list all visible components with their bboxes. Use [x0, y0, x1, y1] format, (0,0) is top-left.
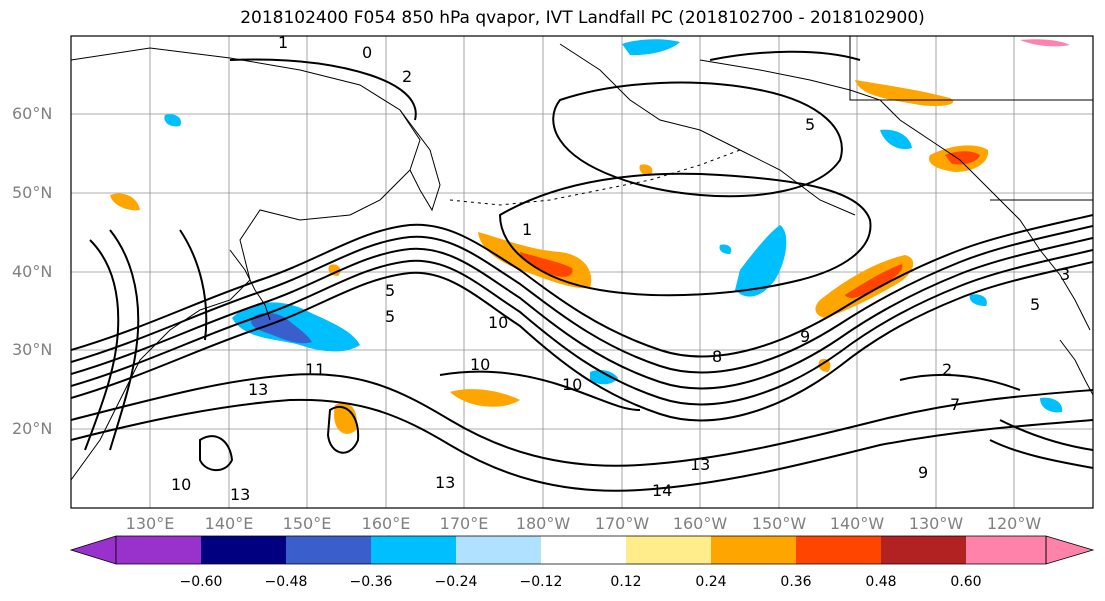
shade-negative-subtrop	[590, 370, 618, 385]
contour-label: 10	[171, 475, 191, 494]
shade-positive-subtrop-a	[450, 389, 520, 407]
shade-negative-se2	[969, 294, 987, 306]
contour-label: 13	[248, 380, 268, 399]
colorbar-bin	[626, 536, 711, 564]
lon-label: 170°E	[439, 514, 489, 533]
coast-japan	[229, 249, 271, 321]
qvapor-shading	[110, 39, 1070, 434]
shade-negative-se	[1040, 397, 1063, 413]
shade-negative-gulf	[735, 225, 787, 297]
colorbar-bin	[286, 536, 371, 564]
colorbar-tick-label: 0.36	[780, 574, 812, 590]
contour-label: 5	[385, 307, 395, 326]
colorbar-bin	[116, 536, 201, 564]
colorbar-tick-label: −0.36	[349, 574, 393, 590]
coast-kamchatka	[399, 109, 441, 212]
shade-negative-small2	[719, 244, 732, 254]
contour-label: 10	[562, 375, 582, 394]
lat-label: 30°N	[12, 340, 53, 359]
colorbar-tick-label: −0.60	[179, 574, 223, 590]
contour-label: 13	[690, 455, 710, 474]
coast-bering	[559, 43, 856, 216]
contour-label: 2	[402, 67, 412, 86]
lat-label: 50°N	[12, 183, 53, 202]
colorbar-tick-label: −0.12	[519, 574, 563, 590]
shade-positive-small3	[818, 358, 831, 372]
contour-label: 0	[362, 43, 372, 62]
colorbar-bin	[201, 536, 286, 564]
contour-label: 13	[230, 485, 250, 504]
shade-positive-small1	[639, 164, 653, 176]
shade-negative-small1	[164, 114, 181, 127]
colorbar-bin	[541, 536, 626, 564]
contour-label: 3	[1060, 265, 1070, 284]
shade-positive-alaska-core	[945, 151, 980, 165]
lon-label: 130°W	[908, 514, 964, 533]
lon-label: 170°W	[594, 514, 650, 533]
colorbar-tick-label: 0.24	[695, 574, 727, 590]
contour-label: 1	[522, 220, 532, 239]
shade-negative-bering	[622, 39, 680, 56]
colorbar	[69, 535, 1095, 565]
coast-asia	[71, 47, 421, 481]
lon-label: 160°W	[672, 514, 728, 533]
graticule	[71, 36, 1093, 508]
contour-label: 10	[470, 355, 490, 374]
lon-label: 140°E	[204, 514, 254, 533]
contour-label: 13	[435, 473, 455, 492]
map-border	[70, 35, 1094, 509]
contour-label: 8	[712, 347, 722, 366]
lat-label: 40°N	[12, 262, 53, 281]
contour-label: 7	[950, 395, 960, 414]
lat-label: 20°N	[12, 419, 53, 438]
contour-label: 1	[278, 33, 288, 52]
contour-label: 11	[305, 360, 325, 379]
lon-label: 140°W	[829, 514, 885, 533]
coast-mexico	[1059, 339, 1093, 396]
shade-negative-japan-core	[251, 312, 312, 344]
lon-label: 150°W	[751, 514, 807, 533]
coast-aleutians	[449, 149, 741, 206]
shade-negative-gulf-small	[880, 129, 912, 150]
colorbar-bin	[796, 536, 881, 564]
shade-positive-midpac-core	[520, 252, 573, 277]
shade-positive-small2	[328, 264, 341, 276]
lon-label: 160°E	[361, 514, 411, 533]
lon-label: 120°W	[986, 514, 1042, 533]
contour-label: 9	[800, 327, 810, 346]
colorbar-tick-label: 0.48	[865, 574, 897, 590]
contour-label: 2	[942, 360, 952, 379]
shade-positive-subtrop-c	[334, 402, 357, 434]
ivt-contours	[71, 50, 1093, 492]
shade-positive-ecpac-core	[845, 264, 903, 298]
lat-label: 60°N	[12, 104, 53, 123]
lon-label: 130°E	[125, 514, 175, 533]
colorbar-bin	[966, 536, 1046, 564]
colorbar-bin	[456, 536, 541, 564]
contour-label: 5	[1030, 295, 1040, 314]
colorbar-bin	[881, 536, 966, 564]
colorbar-tick-label: 0.12	[610, 574, 642, 590]
contour-label: 5	[385, 281, 395, 300]
colorbar-extend-low	[69, 535, 117, 565]
lon-label: 150°E	[282, 514, 332, 533]
contour-label: 14	[652, 481, 672, 500]
colorbar-extend-high	[1045, 535, 1095, 565]
map-title: 2018102400 F054 850 hPa qvapor, IVT Land…	[240, 8, 925, 28]
colorbar-tick-label: 0.60	[950, 574, 982, 590]
lon-label: 180°W	[515, 514, 571, 533]
shade-positive-pink	[1020, 39, 1070, 47]
contour-labels: 0 1 2 5 5 1 5 10 10 10 11 13 13 13 13 14…	[171, 33, 1070, 504]
colorbar-tick-label: −0.24	[434, 574, 478, 590]
colorbar-outline	[115, 535, 1047, 565]
colorbar-bin	[371, 536, 456, 564]
contour-label: 10	[488, 313, 508, 332]
contour-label: 9	[918, 463, 928, 482]
contour-label: 5	[805, 115, 815, 134]
colorbar-bin	[711, 536, 796, 564]
shade-positive-subtrop-b	[110, 193, 140, 211]
colorbar-tick-label: −0.48	[264, 574, 308, 590]
